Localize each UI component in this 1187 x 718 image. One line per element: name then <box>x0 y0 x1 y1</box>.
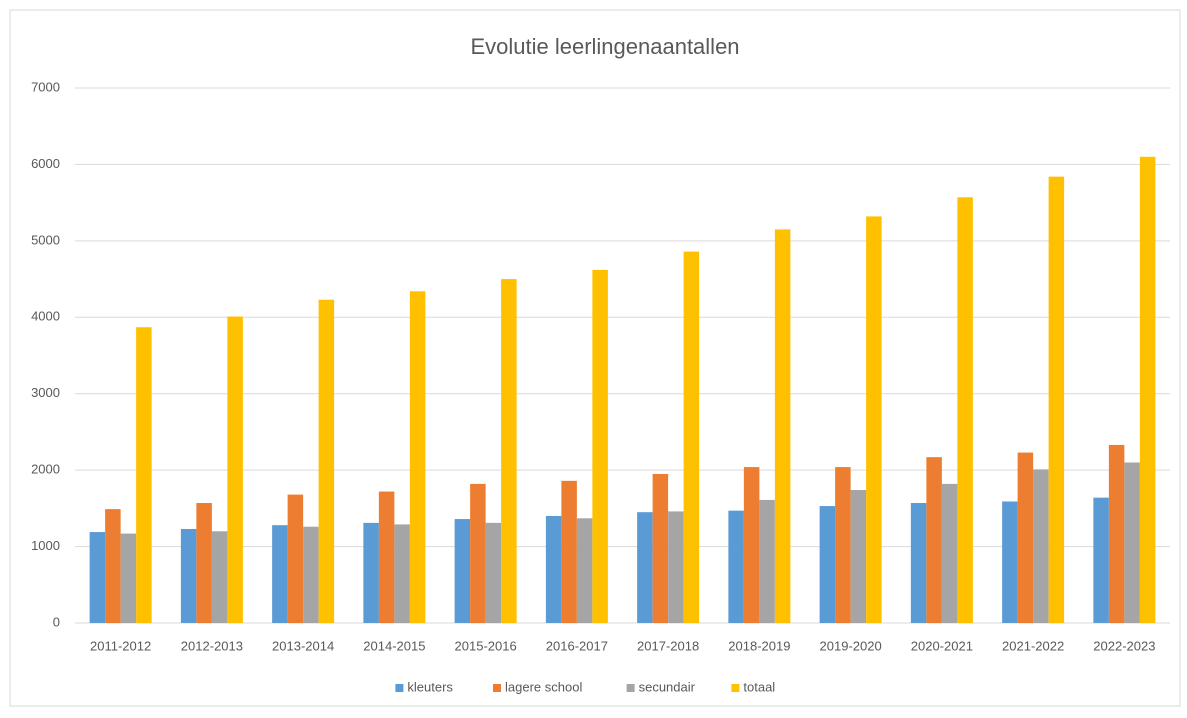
legend-swatch <box>493 684 501 692</box>
bar <box>227 316 243 623</box>
bar <box>545 516 562 623</box>
x-tick-label: 2022-2023 <box>1093 638 1155 653</box>
bar <box>409 291 426 623</box>
bar <box>485 522 502 623</box>
x-tick-label: 2015-2016 <box>455 638 517 653</box>
bar <box>866 216 882 623</box>
bar <box>180 528 197 623</box>
bar <box>561 480 577 623</box>
bar <box>728 510 744 623</box>
legend-swatch <box>626 684 635 692</box>
bar <box>136 327 152 623</box>
legend-label: lagere school <box>505 679 582 694</box>
legend-label: secundair <box>639 679 696 694</box>
legend-label: kleuters <box>407 679 453 694</box>
x-tick-label: 2012-2013 <box>181 638 243 653</box>
bar <box>1124 462 1140 623</box>
bar <box>378 491 395 623</box>
x-tick-label: 2021-2022 <box>1002 638 1064 653</box>
bar <box>1017 452 1034 623</box>
bar <box>1108 444 1125 623</box>
y-tick-label: 4000 <box>31 309 60 324</box>
bar <box>835 467 851 623</box>
bar <box>196 503 212 623</box>
bar <box>683 251 700 624</box>
y-tick-label: 6000 <box>31 156 60 171</box>
legend-label: totaal <box>743 679 775 694</box>
x-tick-label: 2018-2019 <box>728 638 790 653</box>
bar <box>576 518 593 623</box>
legend-swatch <box>731 684 740 692</box>
bar <box>318 299 335 623</box>
bar <box>850 490 867 623</box>
bar <box>1033 469 1049 623</box>
y-tick-label: 5000 <box>31 232 60 247</box>
y-tick-label: 1000 <box>31 538 60 553</box>
bar <box>363 522 379 623</box>
y-tick-label: 0 <box>53 614 60 629</box>
chart-title: Evolutie leerlingenaantallen <box>470 34 739 59</box>
x-tick-label: 2017-2018 <box>637 638 699 653</box>
bar <box>819 506 836 623</box>
bar <box>652 473 669 623</box>
x-tick-label: 2014-2015 <box>363 638 425 653</box>
bar <box>957 197 973 624</box>
bar <box>1093 497 1109 623</box>
bar <box>394 524 410 623</box>
bar <box>592 269 608 623</box>
legend-swatch <box>395 684 404 692</box>
y-tick-label: 2000 <box>31 462 60 477</box>
bar <box>89 532 106 623</box>
bar <box>668 511 684 623</box>
bar <box>470 483 486 623</box>
bar <box>941 483 958 623</box>
bar <box>1139 156 1156 624</box>
bar <box>743 467 760 623</box>
x-tick-label: 2013-2014 <box>272 638 334 653</box>
y-tick-label: 3000 <box>31 385 60 400</box>
bar <box>272 525 288 623</box>
bar <box>774 229 791 623</box>
bar <box>501 279 517 623</box>
x-tick-label: 2020-2021 <box>911 638 973 653</box>
x-tick-label: 2011-2012 <box>90 638 151 653</box>
bar <box>454 519 471 623</box>
bar <box>105 509 121 623</box>
bar <box>910 503 927 623</box>
bar <box>287 494 304 623</box>
bar <box>637 512 653 623</box>
bar <box>1048 176 1065 623</box>
bar <box>120 533 137 623</box>
bar <box>303 526 319 623</box>
bar <box>1002 501 1018 623</box>
bar <box>759 499 775 623</box>
bar <box>926 457 942 623</box>
y-tick-label: 7000 <box>31 79 60 94</box>
x-tick-label: 2019-2020 <box>820 638 882 653</box>
bar <box>211 531 228 623</box>
x-tick-label: 2016-2017 <box>546 638 608 653</box>
